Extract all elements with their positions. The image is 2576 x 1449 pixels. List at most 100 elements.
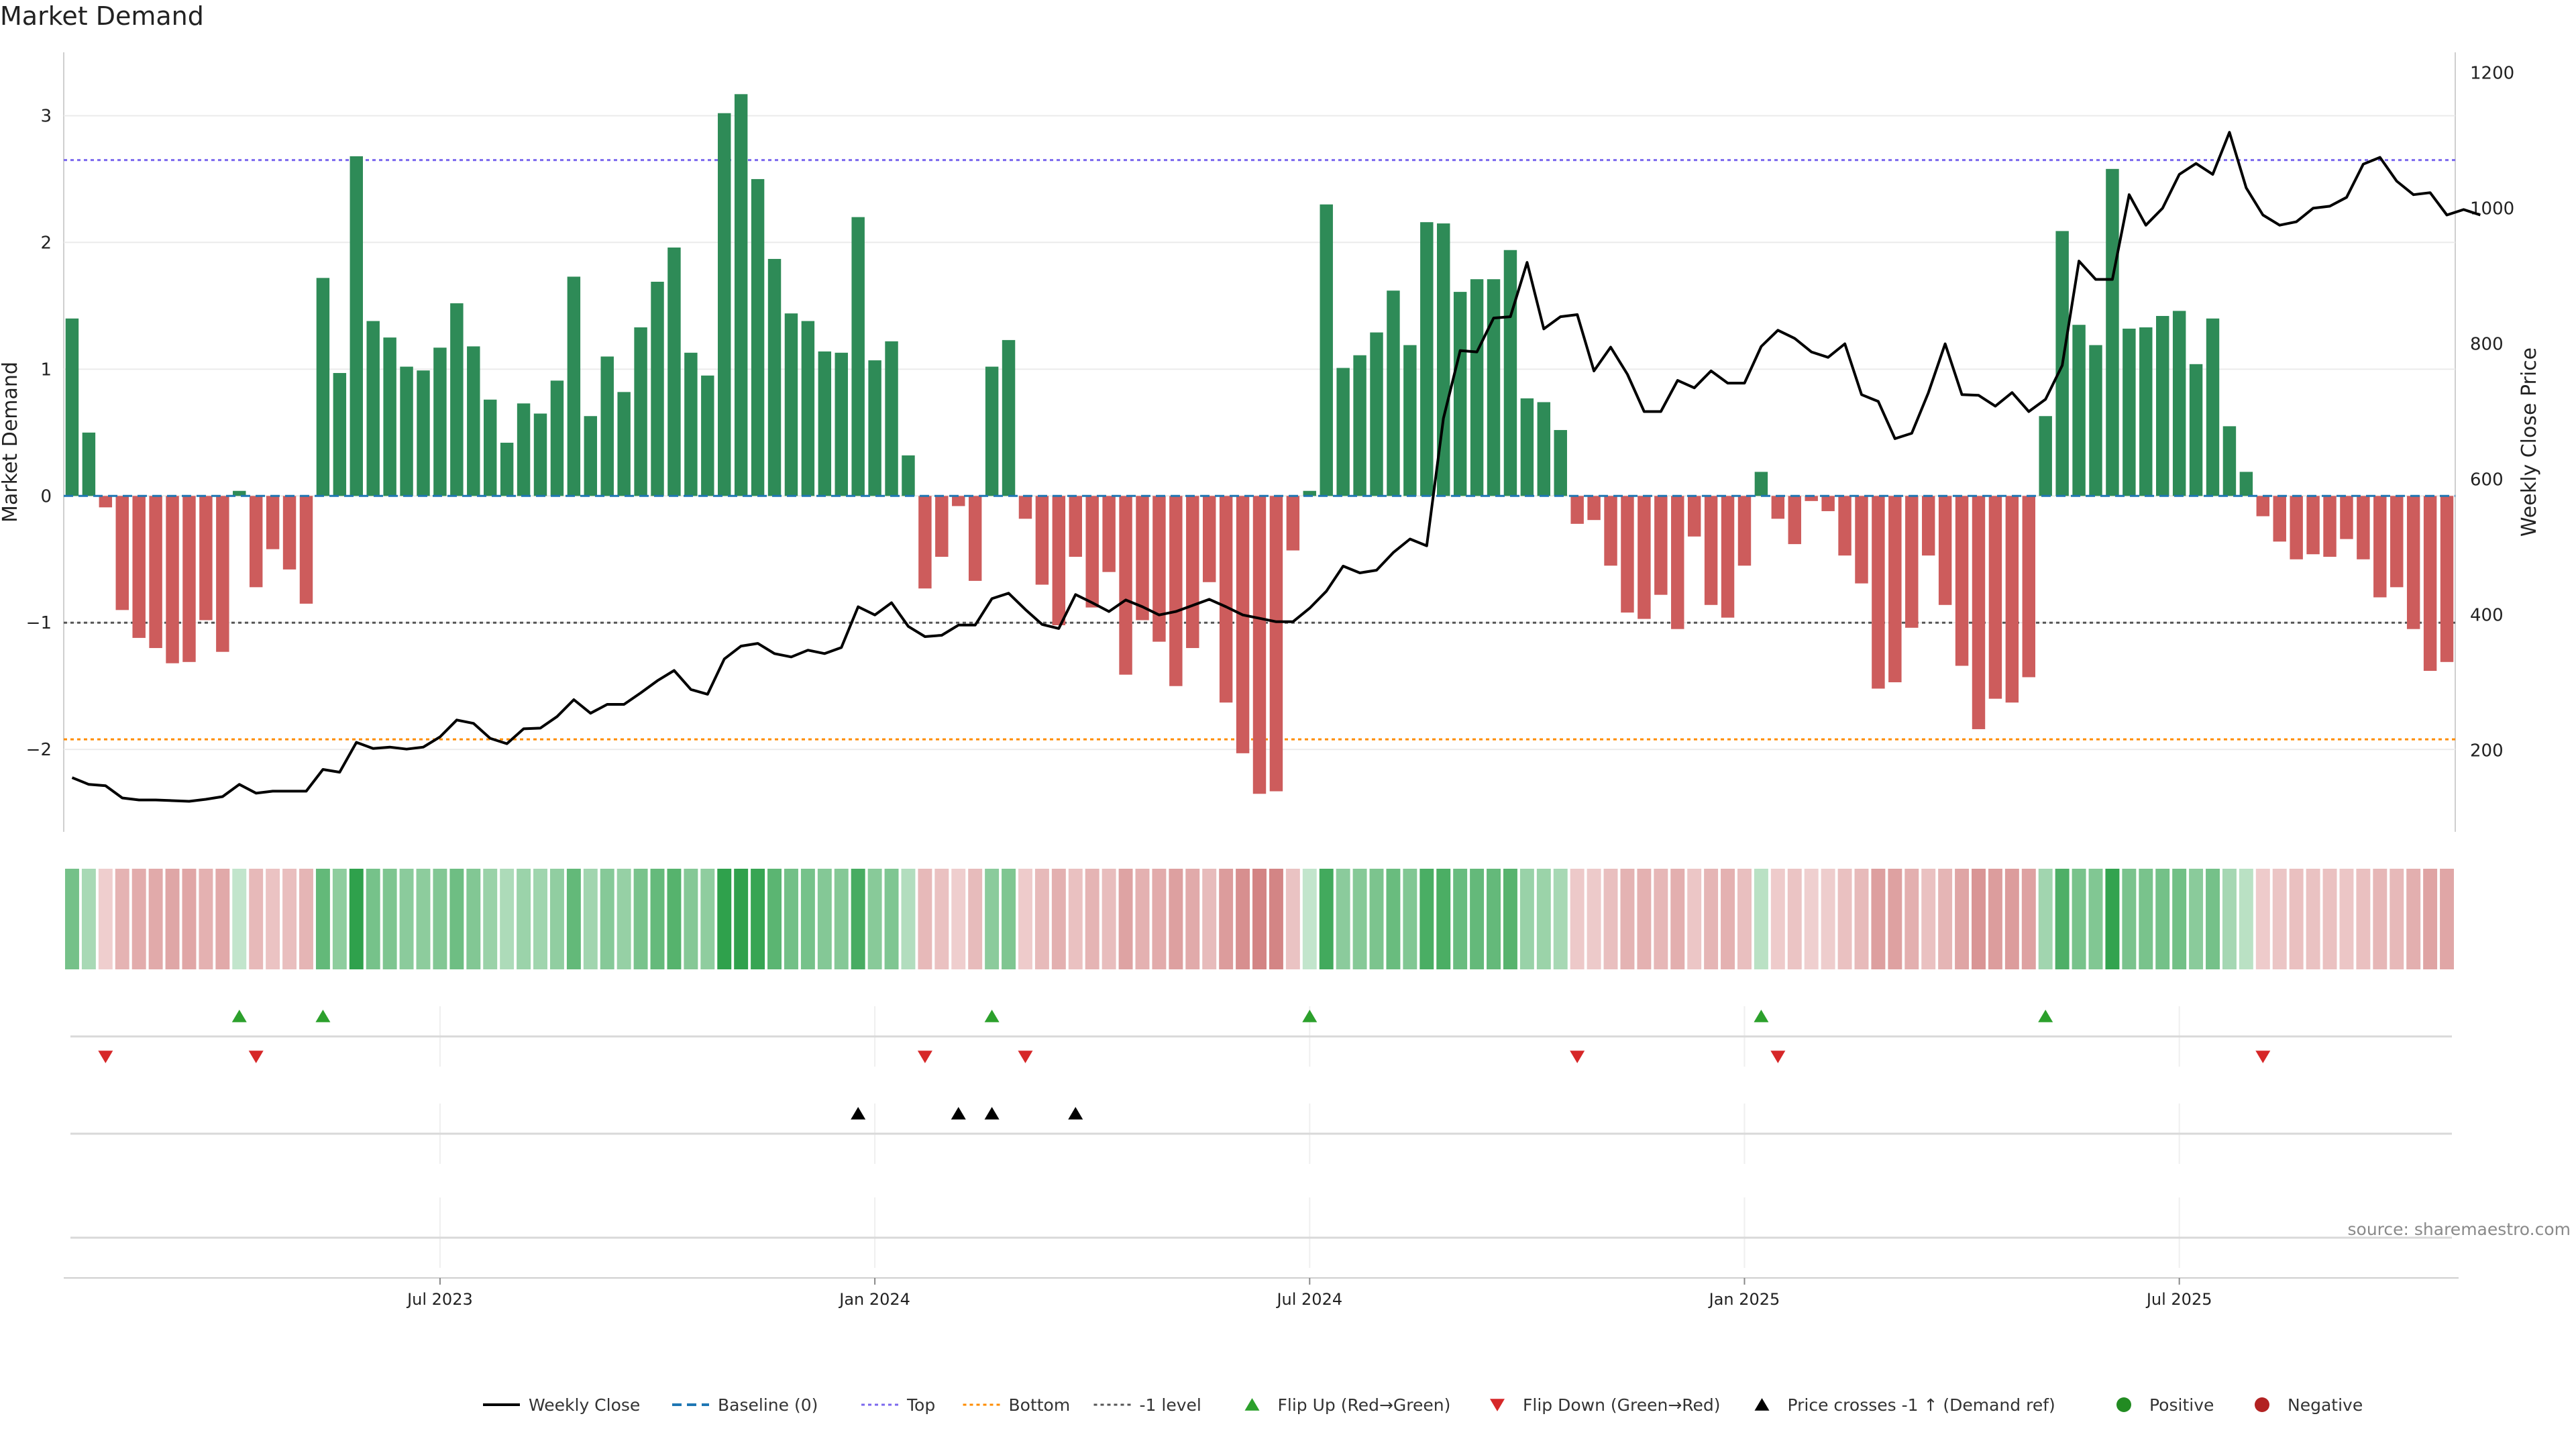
demand-bar — [182, 496, 196, 662]
demand-bar — [149, 496, 162, 649]
demand-bar — [1186, 496, 1199, 649]
legend-label: Price crosses -1 ↑ (Demand ref) — [1788, 1395, 2055, 1415]
demand-bar — [1955, 496, 1969, 666]
price-cross-marker — [951, 1107, 966, 1120]
heat-cell — [315, 869, 330, 969]
demand-bar — [2340, 496, 2353, 539]
demand-bar — [851, 217, 865, 496]
demand-bar — [1554, 430, 1567, 496]
demand-bar — [249, 496, 263, 588]
demand-bar — [2390, 496, 2404, 588]
heat-cell — [1034, 869, 1049, 969]
heat-cell — [2105, 869, 2120, 969]
price-cross-marker — [984, 1107, 1000, 1120]
heat-cell — [1670, 869, 1685, 969]
demand-bar — [1855, 496, 1868, 584]
heat-cell — [1002, 869, 1016, 969]
demand-bar — [1604, 496, 1617, 566]
heat-cell — [64, 869, 79, 969]
heat-cell — [633, 869, 648, 969]
demand-bar — [350, 156, 363, 496]
demand-bar — [868, 360, 881, 496]
heat-cell — [500, 869, 515, 969]
demand-bar — [2440, 496, 2454, 662]
heat-cell — [767, 869, 782, 969]
flip-down-marker — [917, 1051, 932, 1063]
demand-bar — [2306, 496, 2320, 555]
demand-bar — [282, 496, 297, 570]
demand-bar — [784, 313, 798, 496]
demand-bar — [1938, 496, 1952, 605]
demand-bar — [82, 432, 96, 496]
demand-bar — [1303, 490, 1317, 496]
demand-bar — [366, 321, 380, 496]
heat-cell — [1285, 869, 1300, 969]
demand-bar — [2373, 496, 2387, 598]
demand-bar — [1671, 496, 1684, 629]
price-cross-marker — [1068, 1107, 1083, 1120]
heat-cell — [1536, 869, 1551, 969]
heat-cell — [1219, 869, 1234, 969]
demand-bar — [2323, 496, 2337, 557]
heat-cell — [1051, 869, 1066, 969]
demand-bar — [299, 496, 313, 604]
legend: Weekly Close Baseline (0) Top Bottom -1 leve… — [483, 1395, 2363, 1415]
legend-label: Weekly Close — [529, 1395, 640, 1415]
demand-bar — [2156, 316, 2169, 496]
demand-bar — [1503, 250, 1517, 496]
legend-label: -1 level — [1140, 1395, 1201, 1415]
demand-bar — [533, 413, 547, 496]
heat-cell — [2222, 869, 2237, 969]
heat-cell — [182, 869, 197, 969]
demand-bar — [450, 303, 464, 496]
demand-bar — [1754, 472, 1768, 496]
demand-bar — [801, 321, 815, 496]
demand-bar — [2239, 472, 2253, 496]
heat-cell — [1603, 869, 1618, 969]
demand-bar — [2072, 325, 2086, 496]
y-tick-label-right: 400 — [2470, 606, 2504, 626]
heat-cell — [299, 869, 313, 969]
heat-cell — [483, 869, 498, 969]
heat-cell — [1152, 869, 1167, 969]
y-tick-label-right: 200 — [2470, 741, 2504, 761]
heat-cell — [1654, 869, 1668, 969]
y-tick-label-left: −2 — [26, 740, 52, 760]
legend-label: Flip Up (Red→Green) — [1278, 1395, 1451, 1415]
demand-bar — [1403, 345, 1417, 496]
heat-cell — [2255, 869, 2270, 969]
heat-cell — [934, 869, 949, 969]
demand-bar — [617, 392, 631, 496]
heat-cell — [2289, 869, 2304, 969]
demand-bar — [2039, 416, 2052, 496]
demand-bar — [2290, 496, 2303, 559]
chart-title: Market Demand — [0, 1, 204, 31]
demand-bar — [1838, 496, 1851, 556]
heat-cell — [1487, 869, 1501, 969]
heat-cell — [918, 869, 932, 969]
heat-cell — [1721, 869, 1735, 969]
heat-cell — [115, 869, 129, 969]
demand-bar — [1136, 496, 1149, 621]
heat-cell — [1068, 869, 1083, 969]
heat-cell — [1972, 869, 1986, 969]
heat-cell — [2122, 869, 2137, 969]
heat-cell — [1921, 869, 1936, 969]
demand-bar — [417, 370, 430, 496]
heat-cell — [867, 869, 882, 969]
heat-cell — [2189, 869, 2204, 969]
demand-bar — [1336, 368, 1350, 496]
heat-cell — [2172, 869, 2187, 969]
demand-bar — [1236, 496, 1250, 753]
heat-cell — [1252, 869, 1267, 969]
x-tick-label: Jul 2025 — [2145, 1290, 2212, 1309]
heat-cell — [533, 869, 547, 969]
demand-bar — [1788, 496, 1801, 545]
demand-bar — [467, 346, 480, 496]
heat-cell — [1369, 869, 1384, 969]
heat-cell — [449, 869, 464, 969]
demand-bar — [115, 496, 129, 610]
heat-cell — [2406, 869, 2421, 969]
demand-bar — [1353, 355, 1366, 496]
